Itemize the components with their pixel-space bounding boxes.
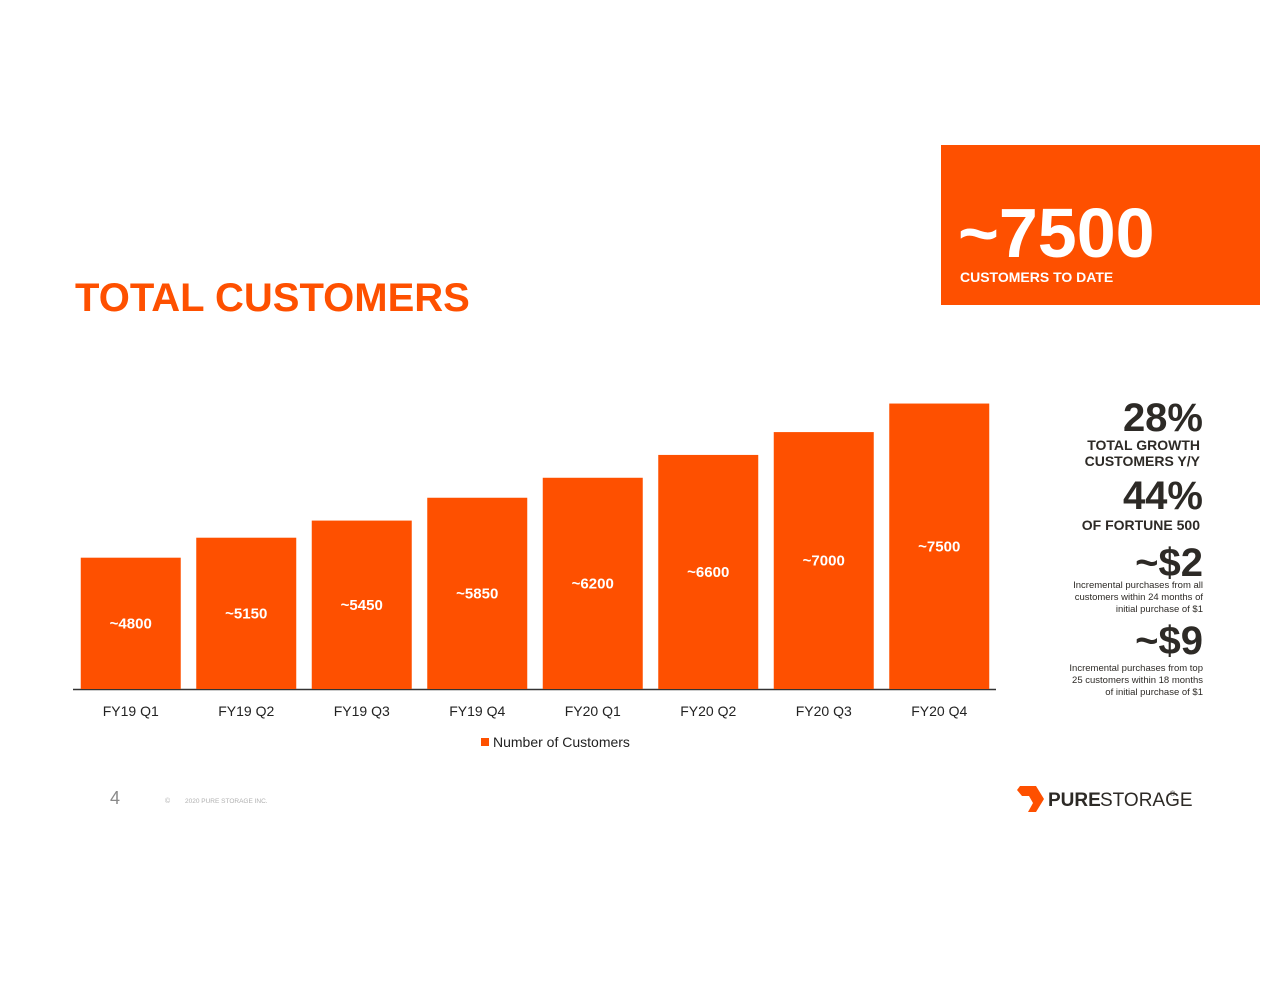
x-tick-label: FY20 Q1 (565, 703, 621, 719)
bar (196, 537, 297, 689)
stat-label: initial purchase of $1 (1116, 604, 1203, 615)
bar (80, 557, 181, 689)
x-tick-label: FY19 Q4 (449, 703, 505, 719)
x-tick-label: FY19 Q3 (334, 703, 390, 719)
stat-label: of initial purchase of $1 (1105, 687, 1203, 698)
legend-label: Number of Customers (493, 734, 630, 750)
stat-label: CUSTOMERS Y/Y (1085, 453, 1201, 469)
x-tick-label: FY19 Q2 (218, 703, 274, 719)
x-tick-label: FY20 Q4 (911, 703, 967, 719)
chart-title: TOTAL CUSTOMERS (75, 276, 470, 320)
callout-value: ~7500 (958, 194, 1155, 272)
x-tick-label: FY20 Q3 (796, 703, 852, 719)
stat-value: ~$2 (1135, 541, 1203, 585)
copyright-symbol: © (165, 797, 171, 805)
stat-label: TOTAL GROWTH (1087, 437, 1200, 453)
bar (658, 454, 759, 689)
value-label: ~6600 (687, 564, 729, 581)
x-tick-label: FY20 Q2 (680, 703, 736, 719)
logo-mark: ® (1170, 790, 1176, 798)
logo-light: STORAGE (1100, 790, 1193, 811)
bar (311, 520, 412, 689)
callout-label: CUSTOMERS TO DATE (960, 269, 1113, 285)
stat-value: 44% (1123, 474, 1203, 518)
bar (889, 403, 990, 689)
bar (542, 477, 643, 689)
stat-value: ~$9 (1135, 619, 1203, 663)
stat-label: OF FORTUNE 500 (1082, 517, 1200, 533)
logo-icon (1017, 786, 1044, 812)
bar (773, 432, 874, 689)
value-label: ~7500 (918, 538, 960, 555)
legend-swatch (481, 738, 489, 746)
callout-box (941, 145, 1260, 305)
stat-label: customers within 24 months of (1075, 592, 1204, 603)
bar (427, 497, 528, 689)
value-label: ~6200 (572, 575, 614, 592)
copyright: 2020 PURE STORAGE INC. (185, 798, 268, 805)
value-label: ~7000 (803, 553, 845, 570)
value-label: ~5450 (341, 597, 383, 614)
value-label: ~5150 (225, 605, 267, 622)
value-label: ~4800 (110, 615, 152, 632)
stat-value: 28% (1123, 396, 1203, 440)
logo-bold: PURE (1048, 790, 1101, 811)
logo: PURE STORAGE ® (1017, 786, 1193, 812)
value-label: ~5850 (456, 585, 498, 602)
stat-label: Incremental purchases from all (1073, 580, 1203, 591)
stat-label: 25 customers within 18 months (1072, 675, 1203, 686)
stat-label: Incremental purchases from top (1069, 663, 1203, 674)
x-tick-label: FY19 Q1 (103, 703, 159, 719)
page-number: 4 (110, 788, 120, 808)
